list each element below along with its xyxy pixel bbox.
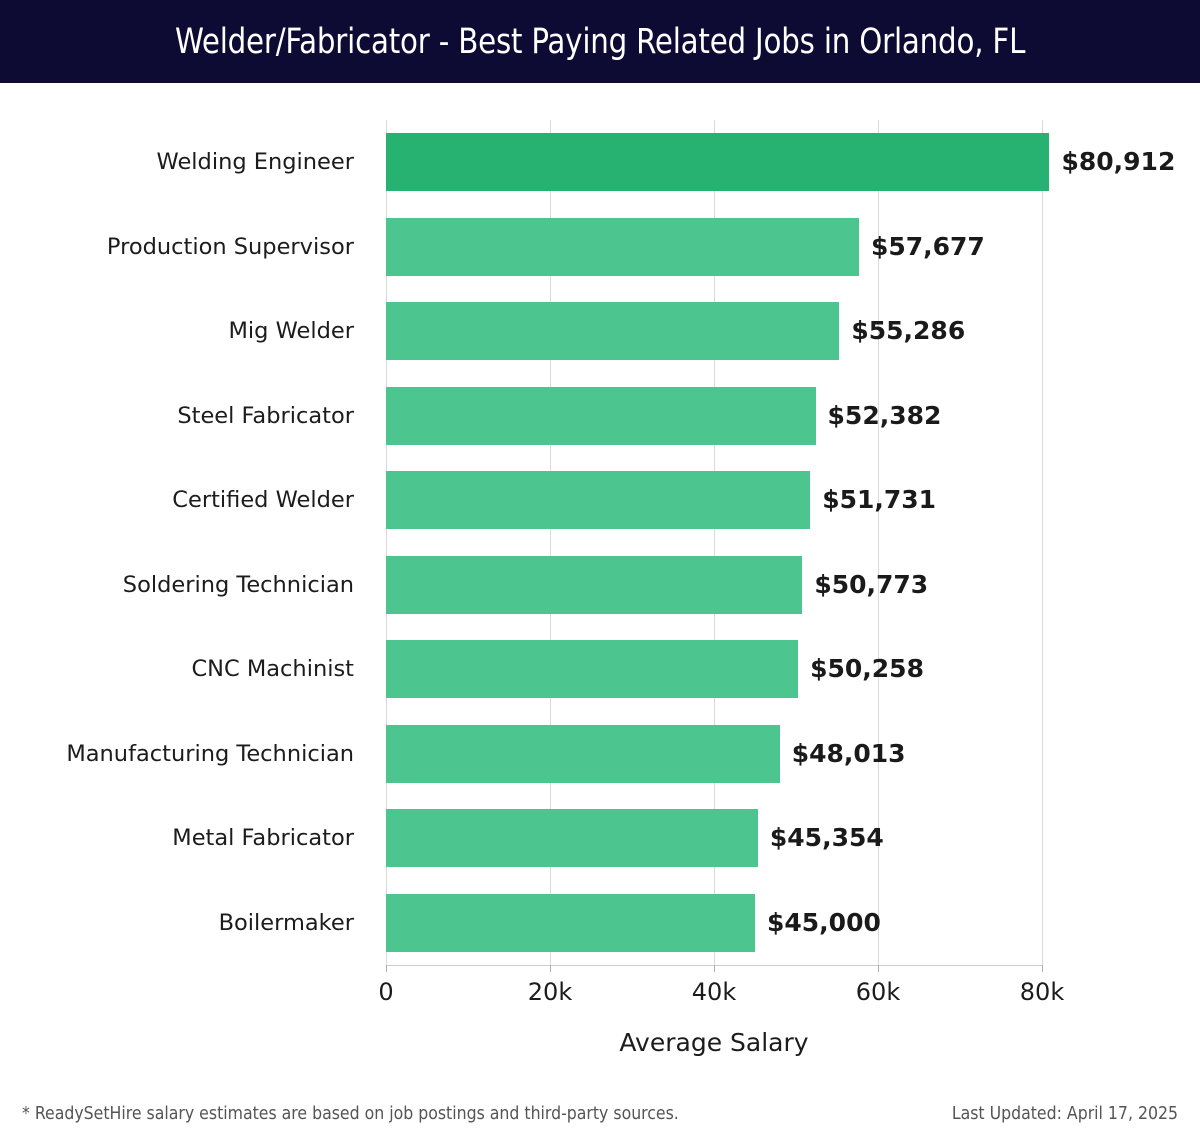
bar[interactable] (386, 893, 755, 952)
footer-last-updated: Last Updated: April 17, 2025 (951, 1104, 1178, 1124)
x-axis-tick-label: 40k (691, 978, 737, 1006)
bar[interactable] (386, 724, 780, 783)
x-axis-tick (550, 965, 551, 972)
bar-row: $50,773 (386, 543, 1042, 628)
y-axis-category-label: Boilermaker (218, 909, 354, 936)
bar-value-label: $55,286 (851, 316, 966, 345)
bar-value-label: $57,677 (870, 231, 985, 261)
title-bar: Welder/Fabricator - Best Paying Related … (0, 0, 1200, 83)
y-axis-category-label: CNC Machinist (191, 656, 354, 682)
x-axis-tick-label: 80k (1019, 978, 1065, 1006)
bar-row: $45,000 (386, 881, 1042, 966)
bar-value-label: $50,773 (814, 569, 929, 599)
x-axis-tick (386, 965, 387, 972)
y-axis-category-label: Manufacturing Technician (66, 740, 354, 767)
y-axis-category-label: Certified Welder (172, 487, 354, 513)
bar-value-label: $52,382 (827, 400, 942, 430)
gridline (714, 120, 715, 965)
gridline (1042, 120, 1043, 965)
y-axis-category-label: Steel Fabricator (177, 402, 354, 429)
chart-body: Welding Engineer Production Supervisor Mig… (0, 83, 1200, 1140)
x-axis-tick-label: 20k (527, 978, 573, 1006)
bar-row: $50,258 (386, 627, 1042, 712)
bar-row: $57,677 (386, 205, 1042, 290)
bar-row: $48,013 (386, 712, 1042, 797)
x-axis-tick (1042, 965, 1043, 972)
bar-value-label: $45,000 (767, 907, 881, 937)
bar-row: $52,382 (386, 374, 1042, 459)
bar-value-label: $45,354 (769, 823, 884, 852)
gridline (878, 120, 879, 965)
x-axis-tick (878, 965, 879, 972)
bar-row: $51,731 (386, 458, 1042, 543)
gridline (550, 120, 551, 965)
bar[interactable] (386, 809, 758, 867)
y-axis-category-labels: Welding Engineer Production Supervisor Mig… (0, 120, 370, 965)
x-axis-tick-label: 0 (378, 978, 394, 1006)
bar-value-label: $50,258 (810, 654, 924, 683)
footer: * ReadySetHire salary estimates are base… (0, 1088, 1200, 1140)
bar-row: $55,286 (386, 289, 1042, 374)
page-title: Welder/Fabricator - Best Paying Related … (174, 21, 1026, 62)
bar[interactable] (386, 640, 799, 698)
y-axis-category-label: Metal Fabricator (172, 825, 354, 851)
y-axis-category-label: Soldering Technician (122, 571, 354, 598)
bar[interactable] (386, 471, 811, 529)
y-axis-category-label: Mig Welder (228, 318, 355, 344)
bar[interactable] (386, 302, 840, 360)
bar[interactable] (386, 555, 803, 614)
plot-area: $80,912 $57,677 $55,286 $52,382 $51,731 $50,7… (386, 120, 1175, 972)
gridline (386, 120, 387, 965)
bar-value-label: $51,731 (822, 485, 937, 514)
bar[interactable] (386, 133, 1050, 191)
footer-disclaimer: * ReadySetHire salary estimates are base… (22, 1104, 679, 1124)
x-axis-title: Average Salary (619, 1028, 809, 1057)
x-axis-tick-labels: 0 20k 40k 60k 80k (378, 978, 1064, 1012)
bar[interactable] (386, 217, 859, 276)
bar-row: $45,354 (386, 796, 1042, 881)
bar-row: $80,912 (386, 120, 1175, 205)
x-axis-tick (714, 965, 715, 972)
bar-value-label: $48,013 (791, 738, 906, 768)
bar[interactable] (386, 386, 816, 445)
y-axis-category-label: Production Supervisor (106, 233, 354, 260)
y-axis-category-label: Welding Engineer (156, 149, 354, 175)
x-axis-tick-label: 60k (855, 978, 901, 1006)
bar-value-label: $80,912 (1061, 147, 1176, 176)
